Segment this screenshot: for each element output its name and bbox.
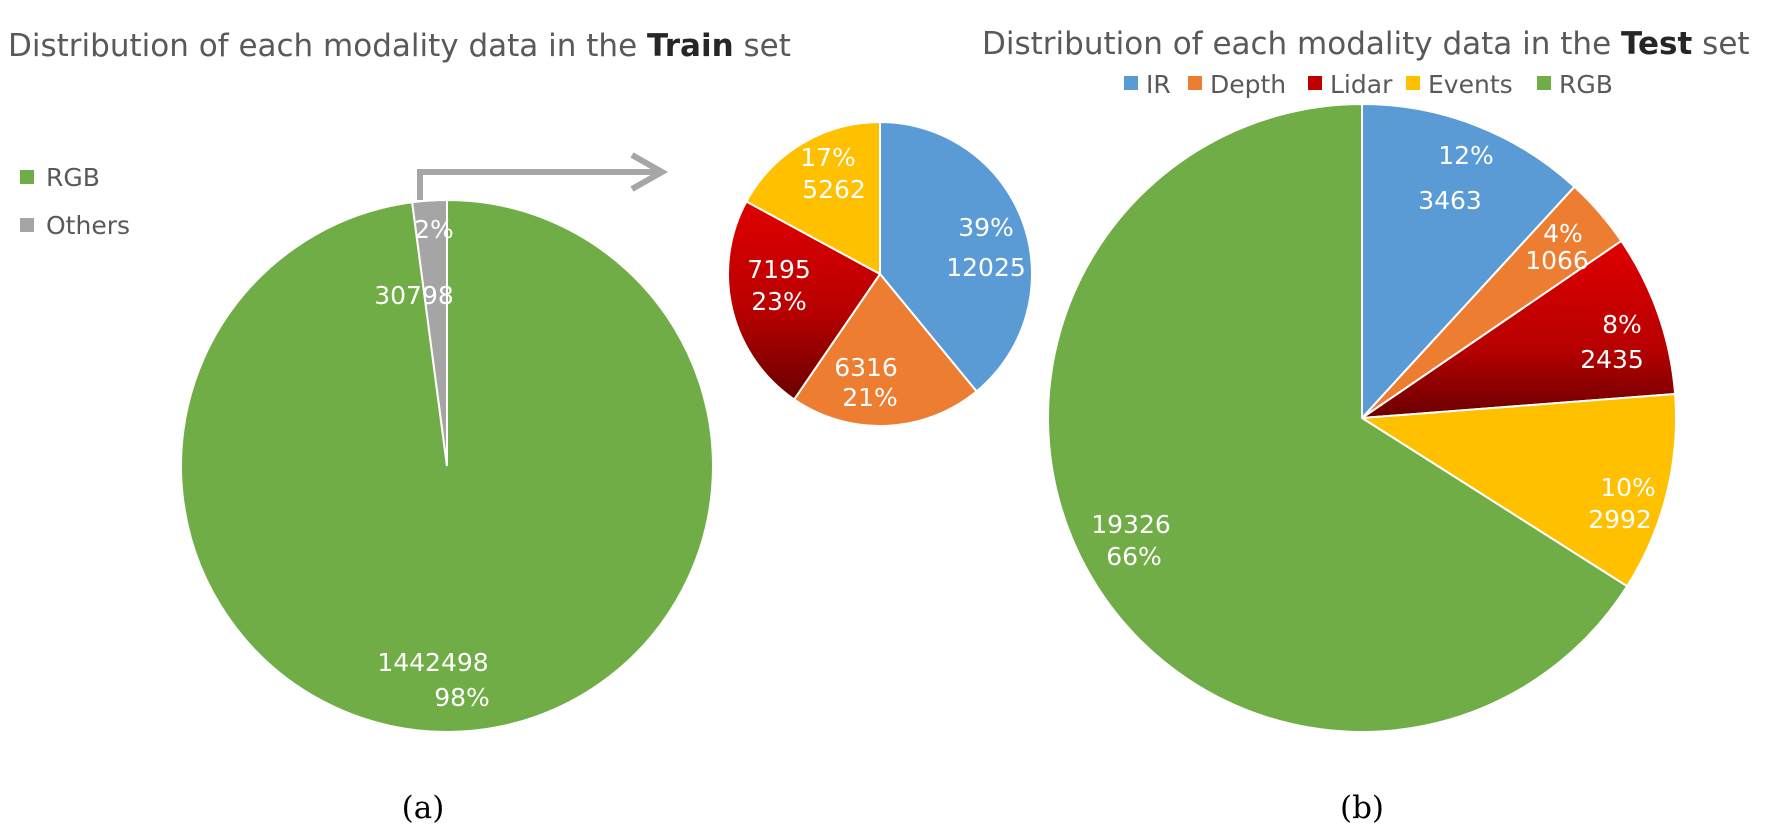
legend-swatch-events — [1406, 76, 1420, 90]
slice-value-events: 2992 — [1588, 505, 1652, 534]
legend-label-rgb-test: RGB — [1559, 70, 1613, 99]
others-breakdown-pie — [727, 121, 1033, 427]
others-breakdown-chart: 39% 12025 6316 21% 7195 23% 17% 5262 — [727, 121, 1033, 427]
train-pie — [180, 198, 714, 733]
slice-percent-others: 2% — [414, 215, 454, 244]
callout-arrow-line — [417, 169, 660, 200]
slice-value-rgb: 1442498 — [377, 648, 488, 677]
breakdown-slice-3 — [745, 121, 881, 275]
train-legend: RGB Others — [20, 163, 130, 240]
legend-swatch-lidar — [1308, 76, 1322, 90]
slice-percent-red: 23% — [751, 287, 807, 316]
slice-percent-blue: 39% — [958, 213, 1014, 242]
legend-swatch-others — [20, 218, 34, 232]
slice-value-others: 30798 — [374, 281, 454, 310]
test-slice-rgb — [1047, 103, 1629, 733]
legend-label-events: Events — [1428, 70, 1513, 99]
legend-label-ir: IR — [1146, 70, 1171, 99]
slice-value-depth: 1066 — [1525, 246, 1589, 275]
slice-value-rgb-test: 19326 — [1091, 510, 1171, 539]
slice-value-ir: 3463 — [1418, 186, 1482, 215]
legend-label-lidar: Lidar — [1330, 70, 1393, 99]
slice-value-blue: 12025 — [946, 253, 1026, 282]
train-slice-others — [411, 198, 448, 467]
slice-percent-orange: 21% — [842, 383, 898, 412]
test-slice-lidar — [1361, 239, 1677, 419]
test-chart-title: Distribution of each modality data in th… — [982, 26, 1750, 62]
slice-percent-ir: 12% — [1438, 141, 1494, 170]
legend-label-depth: Depth — [1210, 70, 1286, 99]
test-chart: Distribution of each modality data in th… — [982, 26, 1750, 826]
callout-arrow-head-icon — [630, 152, 669, 192]
panel-label-a: (a) — [402, 790, 445, 826]
slice-value-lidar: 2435 — [1580, 345, 1644, 374]
test-slice-ir — [1361, 103, 1576, 419]
legend-swatch-depth — [1188, 76, 1202, 90]
slice-value-orange: 6316 — [834, 353, 898, 382]
slice-percent-yellow: 17% — [800, 143, 856, 172]
legend-label-others: Others — [46, 211, 130, 240]
slice-value-yellow: 5262 — [802, 175, 866, 204]
slice-percent-events: 10% — [1600, 473, 1656, 502]
slice-percent-rgb-test: 66% — [1106, 542, 1162, 571]
slice-percent-depth: 4% — [1543, 219, 1583, 248]
legend-swatch-rgb — [20, 170, 34, 184]
train-chart: Distribution of each modality data in th… — [8, 28, 791, 826]
test-slice-events — [1361, 393, 1677, 588]
breakdown-slice-0 — [879, 121, 1033, 393]
breakdown-slice-2 — [727, 200, 881, 401]
train-chart-title: Distribution of each modality data in th… — [8, 28, 791, 64]
legend-swatch-rgb-test — [1537, 76, 1551, 90]
panel-label-b: (b) — [1340, 790, 1384, 826]
slice-value-red: 7195 — [747, 255, 811, 284]
test-pie — [1047, 103, 1677, 733]
breakdown-slice-1 — [793, 273, 978, 427]
test-legend: IR Depth Lidar Events RGB — [1124, 70, 1613, 99]
legend-label-rgb: RGB — [46, 163, 100, 192]
slice-percent-lidar: 8% — [1602, 310, 1642, 339]
slice-percent-rgb: 98% — [434, 683, 490, 712]
legend-swatch-ir — [1124, 76, 1138, 90]
